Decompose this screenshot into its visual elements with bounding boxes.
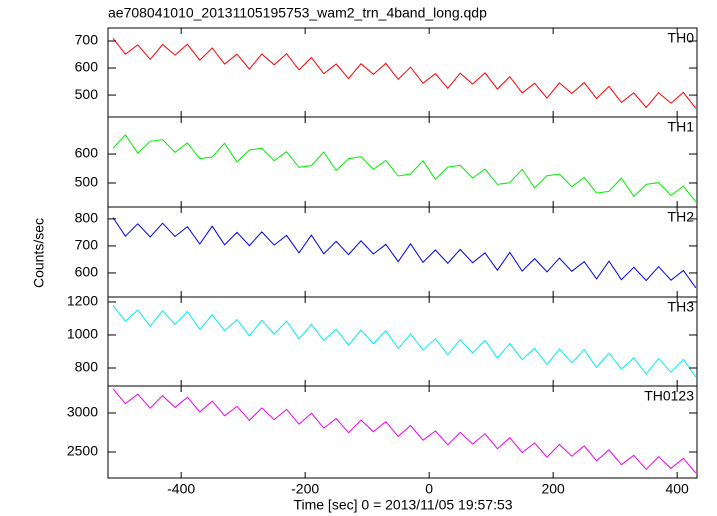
y-tick-label: 1200 <box>67 293 98 309</box>
chart-title: ae708041010_20131105195753_wam2_trn_4ban… <box>108 5 487 21</box>
panel-frame <box>107 385 698 479</box>
x-tick-label: 400 <box>665 481 689 497</box>
data-line <box>112 388 697 474</box>
y-tick-label: 600 <box>75 264 99 280</box>
panel-frame <box>107 27 698 118</box>
panel-label: TH0123 <box>644 388 694 404</box>
y-tick-label: 500 <box>75 86 99 102</box>
panel-frame <box>107 206 698 298</box>
y-tick-label: 800 <box>75 210 99 226</box>
panel-label: TH1 <box>668 119 695 135</box>
panel-frame <box>107 296 698 387</box>
y-tick-label: 600 <box>75 59 99 75</box>
data-line <box>112 37 697 109</box>
x-tick-label: 200 <box>541 481 565 497</box>
y-tick-label: 2500 <box>67 443 98 459</box>
x-tick-label: 0 <box>425 481 433 497</box>
panel-label: TH3 <box>668 299 695 315</box>
data-line <box>112 134 697 203</box>
y-tick-label: 700 <box>75 237 99 253</box>
y-tick-label: 600 <box>75 145 99 161</box>
y-tick-label: 800 <box>75 359 99 375</box>
panel-label: TH2 <box>668 209 695 225</box>
data-line <box>112 304 697 378</box>
y-tick-label: 1000 <box>67 326 98 342</box>
data-line <box>112 217 697 289</box>
x-axis-label: Time [sec] 0 = 2013/11/05 19:57:53 <box>293 497 512 513</box>
y-tick-label: 700 <box>75 32 99 48</box>
panel-label: TH0 <box>668 30 695 46</box>
y-axis-label: Counts/sec <box>31 218 47 288</box>
x-tick-label: -200 <box>291 481 319 497</box>
y-tick-label: 3000 <box>67 404 98 420</box>
y-tick-label: 500 <box>75 174 99 190</box>
x-tick-label: -400 <box>167 481 195 497</box>
panel-frame <box>107 116 698 208</box>
